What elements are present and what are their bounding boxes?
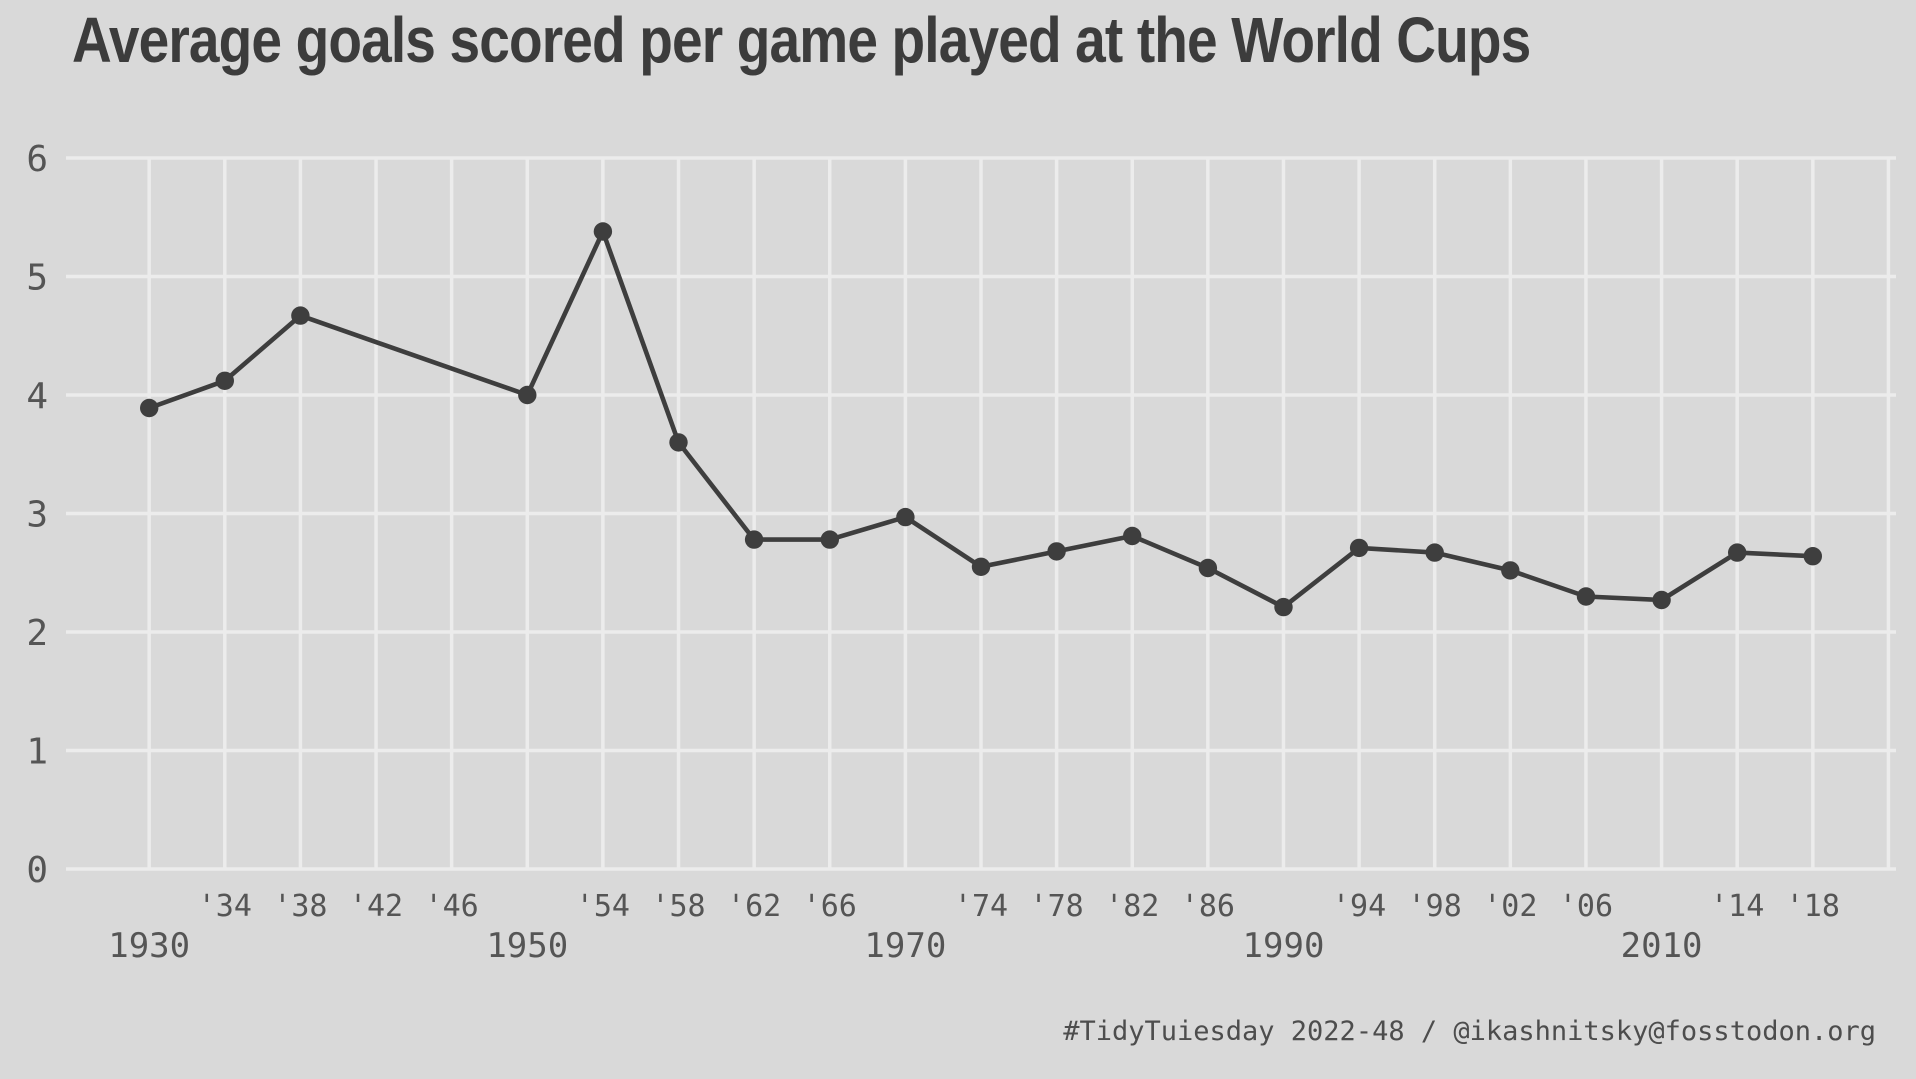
data-point: [518, 385, 537, 405]
data-point: [1349, 538, 1369, 558]
x-tick-label-minor: '62: [727, 889, 781, 924]
data-point: [1652, 590, 1671, 610]
x-tick-label-minor: '06: [1559, 889, 1613, 924]
x-tick-label-decade: 1930: [108, 926, 190, 966]
x-tick-label-minor: '18: [1786, 889, 1840, 924]
data-point: [1425, 543, 1444, 562]
data-point: [1274, 597, 1293, 617]
data-point: [291, 306, 310, 325]
y-tick-label: 5: [26, 258, 48, 299]
y-tick-label: 0: [26, 850, 48, 891]
data-point: [593, 222, 613, 241]
data-point: [1803, 547, 1823, 566]
x-tick-label-minor: '82: [1105, 889, 1159, 924]
y-tick-label: 2: [26, 613, 48, 654]
chart-caption: #TidyTuiesday 2022-48 / @ikashnitsky@fos…: [1063, 1016, 1876, 1047]
y-tick-label: 1: [26, 732, 48, 773]
y-tick-label: 4: [26, 376, 48, 417]
data-point: [215, 371, 234, 390]
x-tick-label-decade: 1950: [486, 926, 568, 966]
x-tick-label-minor: '74: [954, 889, 1008, 924]
x-tick-label-minor: '86: [1181, 889, 1235, 924]
x-tick-label-minor: '14: [1710, 889, 1764, 924]
data-point: [971, 557, 991, 576]
x-tick-label-minor: '58: [651, 889, 705, 924]
x-tick-label-minor: '54: [576, 889, 630, 924]
x-tick-label-decade: 1990: [1243, 926, 1325, 966]
y-tick-label: 3: [26, 495, 48, 536]
data-point: [1576, 587, 1596, 606]
data-point: [1047, 542, 1066, 561]
y-tick-label: 6: [26, 139, 48, 180]
data-point: [1501, 561, 1520, 580]
x-tick-label-minor: '46: [425, 889, 479, 924]
x-tick-label-minor: '38: [273, 889, 327, 924]
data-point: [820, 530, 839, 549]
data-point: [744, 530, 764, 549]
x-tick-label-minor: '94: [1332, 889, 1386, 924]
data-point: [896, 507, 915, 527]
x-tick-label-minor: '78: [1030, 889, 1084, 924]
x-tick-label-minor: '98: [1408, 889, 1462, 924]
data-point: [1728, 543, 1747, 562]
data-point: [1123, 526, 1142, 546]
x-tick-label-minor: '66: [803, 889, 857, 924]
data-point: [669, 433, 688, 452]
x-tick-label-minor: '02: [1483, 889, 1537, 924]
x-tick-label-decade: 1970: [864, 926, 946, 966]
x-tick-label-decade: 2010: [1621, 926, 1703, 966]
x-tick-label-minor: '34: [198, 889, 252, 924]
chart-title: Average goals scored per game played at …: [72, 4, 1531, 76]
data-point: [140, 398, 159, 418]
x-tick-label-minor: '42: [349, 889, 403, 924]
data-point: [1198, 558, 1218, 578]
